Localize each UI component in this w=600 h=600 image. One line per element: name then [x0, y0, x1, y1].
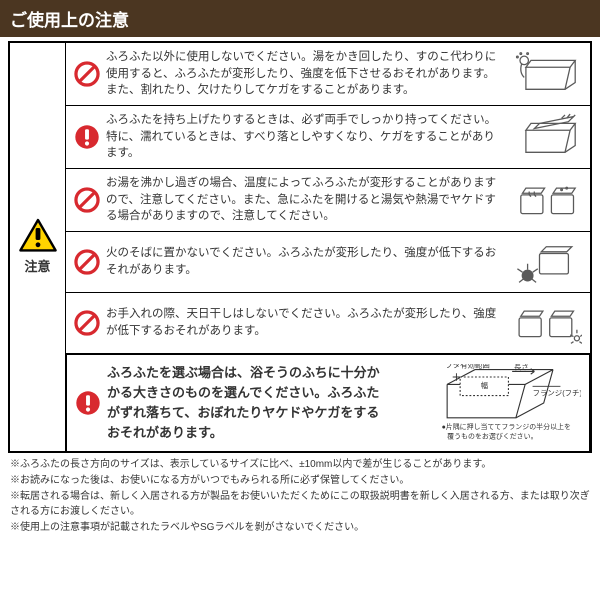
footnote-line: ※ふろふたの長さ方向のサイズは、表示しているサイズに比べ、±10mm以内で差が生…	[10, 457, 590, 472]
caution-row: ふろふたを持ち上げたりするときは、必ず両手でしっかり持ってください。特に、濡れて…	[66, 106, 590, 169]
emphasis-text: ふろふたを選ぶ場合は、浴そうのふちに十分かかる大きさのものを選んでください。ふろ…	[103, 363, 393, 444]
caution-box: 注意 ふろふた以外に使用しないでください。湯をかき回したり、すのこ代わりに使用す…	[8, 41, 592, 453]
caution-row: ふろふた以外に使用しないでください。湯をかき回したり、すのこ代わりに使用すると、…	[66, 43, 590, 106]
prohibit-icon	[74, 249, 100, 275]
exclaim-icon	[75, 390, 101, 416]
emphasis-row: ふろふたを選ぶ場合は、浴そうのふちに十分かかる大きさのものを選んでください。ふろ…	[65, 353, 591, 452]
footnote-line: ※お読みになった後は、お使いになる方がいつでもみられる所に必ず保管してください。	[10, 473, 590, 488]
caution-text: ふろふた以外に使用しないでください。湯をかき回したり、すのこ代わりに使用すると、…	[102, 49, 512, 99]
illustration-sun	[514, 299, 582, 347]
illustration-lift	[514, 113, 582, 161]
footnote-line: ※転居される場合は、新しく入居される方が製品をお使いいただくためにこの取扱説明書…	[10, 489, 590, 519]
header-title: ご使用上の注意	[0, 0, 600, 37]
caution-left-column: 注意	[10, 43, 66, 451]
exclaim-icon	[74, 124, 100, 150]
illustration-heat	[514, 176, 582, 224]
caution-text: 火のそばに置かないでください。ふろふたが変形したり、強度が低下するおそれがありま…	[102, 245, 512, 278]
warning-triangle-icon	[18, 218, 58, 254]
prohibit-icon	[74, 61, 100, 87]
caution-row: お手入れの際、天日干しはしないでください。ふろふたが変形したり、強度が低下するお…	[66, 293, 590, 354]
caution-rows: ふろふた以外に使用しないでください。湯をかき回したり、すのこ代わりに使用すると、…	[66, 43, 590, 451]
footnotes: ※ふろふたの長さ方向のサイズは、表示しているサイズに比べ、±10mm以内で差が生…	[10, 457, 590, 535]
caution-text: お手入れの際、天日干しはしないでください。ふろふたが変形したり、強度が低下するお…	[102, 306, 512, 339]
caution-row: 火のそばに置かないでください。ふろふたが変形したり、強度が低下するおそれがありま…	[66, 232, 590, 293]
illustration-fire	[514, 238, 582, 286]
illustration-bath-person	[514, 50, 582, 98]
size-diagram	[395, 364, 581, 442]
caution-label: 注意	[24, 256, 50, 275]
footnote-line: ※使用上の注意事項が記載されたラベルやSGラベルを剝がさないでください。	[10, 520, 590, 535]
prohibit-icon	[74, 187, 100, 213]
caution-text: ふろふたを持ち上げたりするときは、必ず両手でしっかり持ってください。特に、濡れて…	[102, 112, 512, 162]
caution-row: お湯を沸かし過ぎの場合、温度によってふろふたが変形することがありますので、注意し…	[66, 169, 590, 232]
prohibit-icon	[74, 310, 100, 336]
caution-text: お湯を沸かし過ぎの場合、温度によってふろふたが変形することがありますので、注意し…	[102, 175, 512, 225]
